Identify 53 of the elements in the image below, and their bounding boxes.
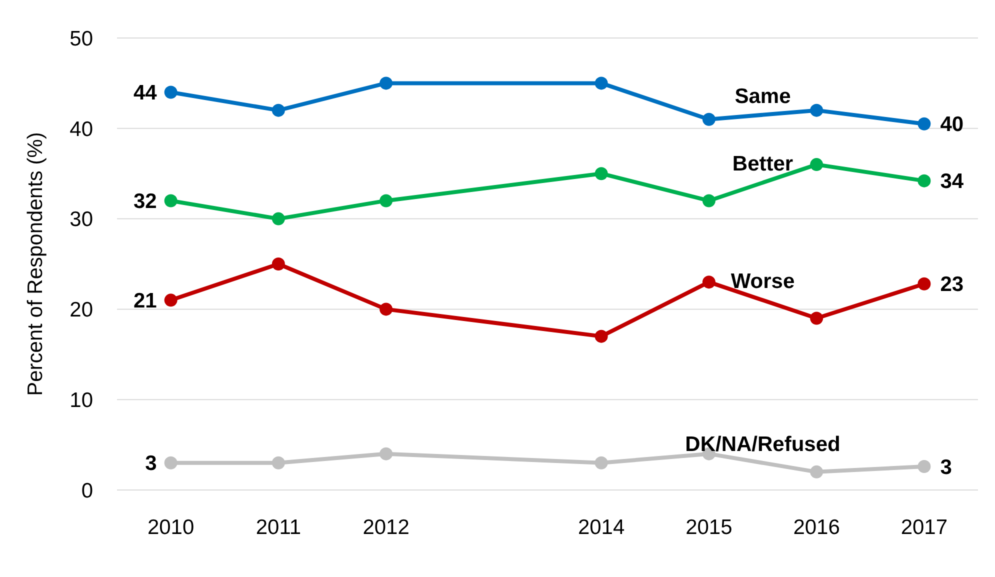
y-tick-label: 0 xyxy=(81,479,93,502)
point xyxy=(810,465,824,478)
point xyxy=(272,104,285,117)
data-label: 44 xyxy=(133,82,158,105)
data-label: 3 xyxy=(940,456,952,479)
point xyxy=(164,194,178,208)
point xyxy=(594,167,608,180)
series-label: Same xyxy=(734,84,791,108)
point xyxy=(164,294,178,307)
y-tick-label: 30 xyxy=(70,208,93,232)
y-tick-label: 50 xyxy=(70,27,93,50)
point xyxy=(918,174,931,188)
x-tick-label: 2014 xyxy=(578,516,625,539)
y-tick-label: 10 xyxy=(70,388,93,412)
point xyxy=(810,158,824,172)
data-label: 40 xyxy=(940,113,964,136)
point xyxy=(702,112,716,126)
y-tick-label: 40 xyxy=(70,118,93,141)
series-label: Better xyxy=(732,152,794,176)
point xyxy=(918,460,931,473)
data-label: 32 xyxy=(133,190,157,214)
data-label: 3 xyxy=(145,452,157,476)
x-tick-label: 2017 xyxy=(900,516,948,539)
point xyxy=(164,86,178,99)
point xyxy=(272,456,285,470)
series-label: DK/NA/Refused xyxy=(685,432,840,456)
point xyxy=(272,258,285,270)
series-label: Worse xyxy=(730,270,795,294)
x-tick-label: 2012 xyxy=(362,516,410,539)
point xyxy=(810,104,824,117)
data-label: 23 xyxy=(940,273,964,296)
point xyxy=(918,117,931,130)
data-label: 34 xyxy=(940,170,964,194)
point xyxy=(272,212,285,226)
y-tick-label: 20 xyxy=(70,298,93,322)
point xyxy=(702,194,716,208)
point xyxy=(380,447,393,460)
point xyxy=(380,302,393,316)
x-tick-label: 2010 xyxy=(147,516,194,539)
point xyxy=(702,276,716,289)
x-tick-label: 2016 xyxy=(793,516,840,539)
point xyxy=(594,456,608,470)
data-label: 21 xyxy=(133,290,158,313)
x-tick-label: 2015 xyxy=(686,516,732,539)
point xyxy=(594,330,608,343)
point xyxy=(380,194,393,208)
x-tick-label: 2011 xyxy=(256,516,302,539)
point xyxy=(164,456,178,470)
point xyxy=(594,76,608,90)
point xyxy=(380,76,393,90)
y-axis-title: Percent of Respondents (%) xyxy=(24,132,47,396)
point xyxy=(810,312,824,325)
point xyxy=(918,277,931,290)
